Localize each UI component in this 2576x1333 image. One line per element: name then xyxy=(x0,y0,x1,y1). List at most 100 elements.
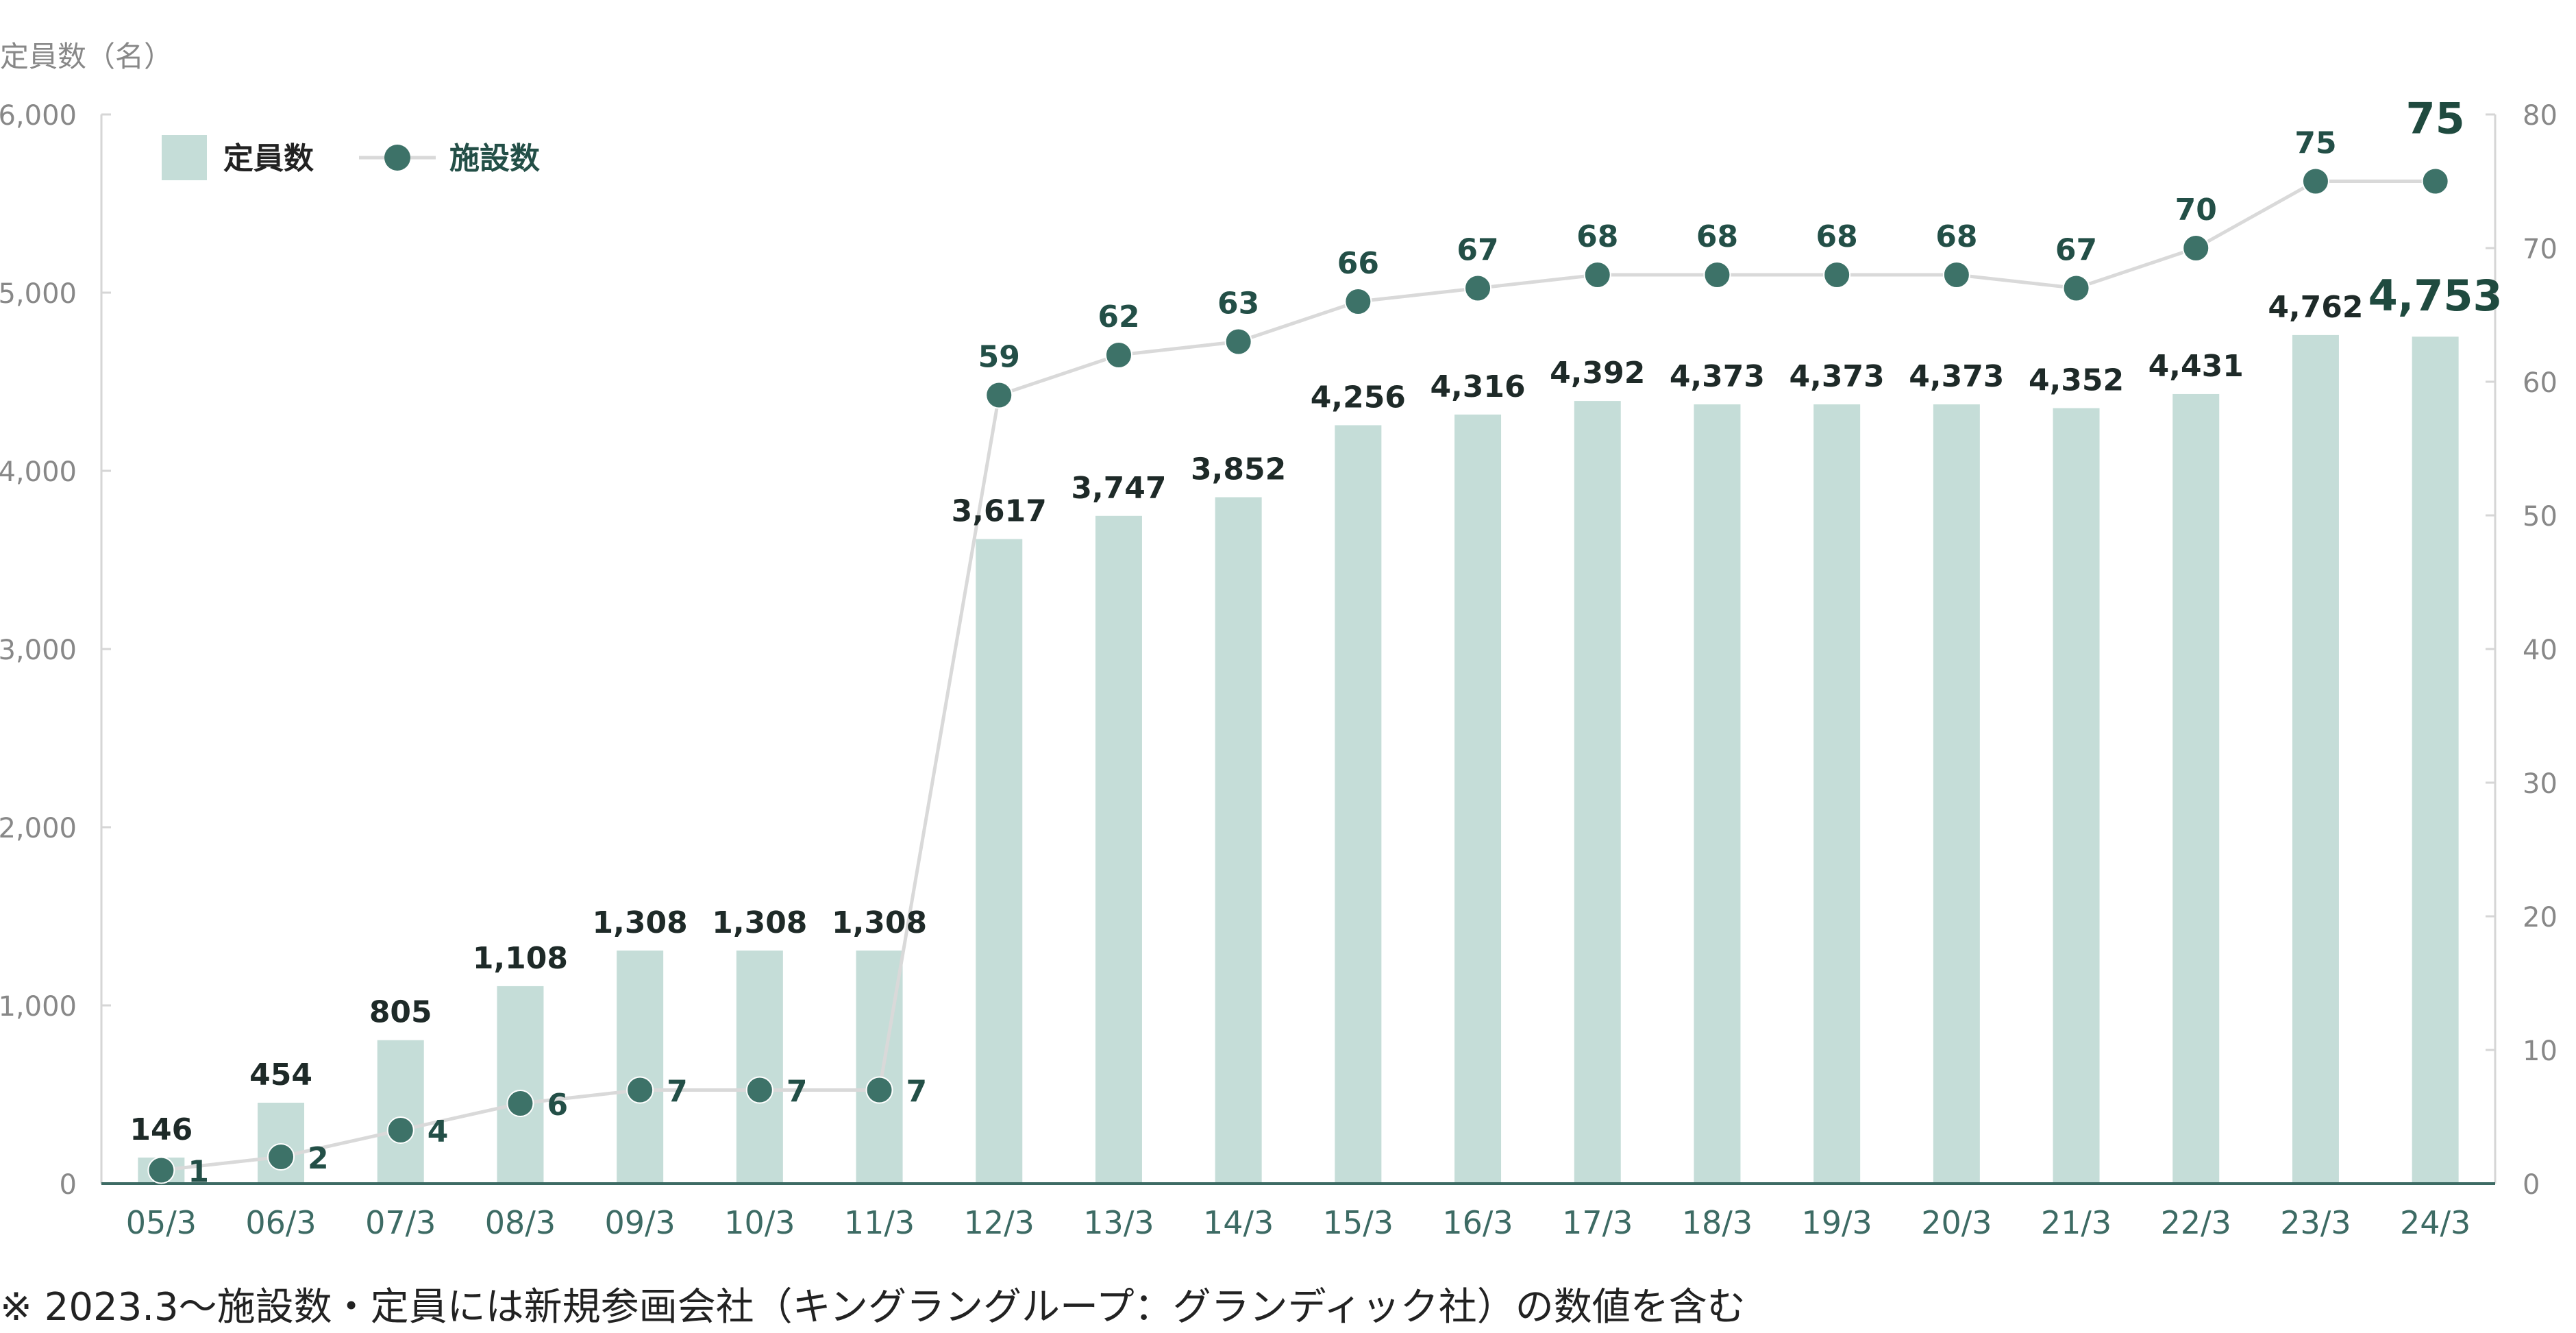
x-tick-label: 23/3 xyxy=(2280,1204,2351,1241)
line-point xyxy=(1703,261,1731,289)
bar-data-label: 1,308 xyxy=(593,905,688,940)
line-data-label: 67 xyxy=(1457,233,1498,268)
bar-data-label: 3,747 xyxy=(1071,471,1166,506)
y-tick-label: 1,000 xyxy=(0,991,77,1023)
line-point xyxy=(985,381,1013,409)
x-tick-label: 14/3 xyxy=(1203,1204,1274,1241)
bar xyxy=(976,539,1023,1184)
bar-data-label: 454 xyxy=(249,1057,312,1092)
bar xyxy=(1095,515,1142,1184)
line-data-label: 66 xyxy=(1337,246,1379,281)
bar xyxy=(2053,408,2100,1184)
x-tick-label: 24/3 xyxy=(2400,1204,2470,1241)
line-data-label: 68 xyxy=(1576,219,1618,254)
bar-data-label: 3,617 xyxy=(952,494,1047,529)
x-tick-label: 22/3 xyxy=(2161,1204,2231,1241)
line-point xyxy=(865,1076,893,1104)
line-data-label: 63 xyxy=(1217,286,1259,321)
line-point xyxy=(1344,288,1372,315)
line-point xyxy=(2062,274,2090,302)
line-point xyxy=(386,1116,414,1144)
line-point xyxy=(745,1076,773,1104)
line-data-label: 75 xyxy=(2406,94,2465,144)
bar-data-label: 4,256 xyxy=(1311,380,1406,415)
bar-data-label: 4,316 xyxy=(1430,369,1525,404)
y-tick-label: 4,000 xyxy=(0,456,77,488)
line-series-path xyxy=(161,180,2436,1172)
y-axis-title: 定員数（名） xyxy=(0,40,173,73)
y-tick-label: 0 xyxy=(60,1169,77,1201)
bar xyxy=(2292,334,2339,1184)
x-tick-label: 08/3 xyxy=(485,1204,556,1241)
line-point xyxy=(1942,261,1970,289)
line-data-label: 7 xyxy=(906,1075,928,1110)
x-tick-label: 05/3 xyxy=(126,1204,197,1241)
bar-data-label: 4,753 xyxy=(2368,271,2503,321)
bar xyxy=(1335,425,1382,1184)
bar xyxy=(856,950,903,1184)
x-tick-label: 15/3 xyxy=(1323,1204,1394,1241)
legend-bar-label: 定員数 xyxy=(223,141,314,176)
line-data-label: 67 xyxy=(2055,233,2097,268)
line-data-label: 2 xyxy=(308,1141,329,1176)
bar xyxy=(617,950,664,1184)
bar xyxy=(1694,404,1741,1184)
line-point xyxy=(1823,261,1851,289)
line-point xyxy=(147,1156,175,1184)
line-point xyxy=(2301,167,2329,195)
footnote: ※ 2023.3〜施設数・定員には新規参画会社（キングラングループ：グランディッ… xyxy=(0,1285,1746,1330)
line-point xyxy=(267,1143,295,1171)
line-data-label: 68 xyxy=(1816,219,1858,254)
line-point xyxy=(1224,328,1252,356)
y2-tick-label: 20 xyxy=(2523,902,2558,933)
bar-data-label: 3,852 xyxy=(1191,452,1286,487)
bar-data-label: 146 xyxy=(129,1112,193,1147)
line-point xyxy=(1583,261,1611,289)
line-data-label: 70 xyxy=(2175,193,2217,228)
bar-data-label: 4,373 xyxy=(1670,359,1765,394)
line-data-label: 1 xyxy=(188,1155,209,1190)
bar xyxy=(1454,414,1502,1184)
bar xyxy=(1215,497,1262,1184)
x-tick-label: 19/3 xyxy=(1801,1204,1872,1241)
bar-data-label: 805 xyxy=(369,995,432,1030)
y-tick-label: 5,000 xyxy=(0,278,77,310)
bar-data-label: 4,431 xyxy=(2148,349,2244,384)
y-tick-label: 3,000 xyxy=(0,635,77,666)
legend-bar-swatch xyxy=(162,135,207,180)
bar xyxy=(258,1102,305,1184)
x-tick-label: 09/3 xyxy=(604,1204,675,1241)
line-data-label: 68 xyxy=(1696,219,1738,254)
x-tick-label: 20/3 xyxy=(1921,1204,1992,1241)
y2-tick-label: 80 xyxy=(2523,100,2558,132)
x-tick-label: 11/3 xyxy=(844,1204,915,1241)
line-point xyxy=(2421,167,2449,195)
line-point xyxy=(2182,234,2210,262)
line-data-label: 7 xyxy=(667,1075,688,1110)
bar-data-label: 4,352 xyxy=(2029,363,2124,398)
x-tick-label: 18/3 xyxy=(1682,1204,1753,1241)
line-data-label: 68 xyxy=(1935,219,1977,254)
bar-data-label: 1,108 xyxy=(473,941,568,976)
bar xyxy=(377,1040,424,1184)
x-tick-label: 12/3 xyxy=(964,1204,1035,1241)
x-tick-label: 17/3 xyxy=(1562,1204,1633,1241)
bar xyxy=(1933,404,1980,1184)
y2-tick-label: 10 xyxy=(2523,1036,2558,1067)
x-tick-label: 21/3 xyxy=(2041,1204,2111,1241)
bar-data-label: 4,762 xyxy=(2268,290,2363,325)
x-tick-label: 16/3 xyxy=(1442,1204,1513,1241)
bar-data-label: 4,392 xyxy=(1550,356,1645,391)
bar xyxy=(497,986,544,1184)
x-tick-label: 13/3 xyxy=(1083,1204,1154,1241)
legend-line-marker xyxy=(384,145,410,171)
line-data-label: 62 xyxy=(1098,299,1139,334)
line-point xyxy=(1104,341,1132,369)
x-tick-label: 07/3 xyxy=(365,1204,436,1241)
bar xyxy=(1574,401,1621,1184)
line-data-label: 4 xyxy=(428,1114,449,1149)
line-data-label: 75 xyxy=(2294,126,2336,161)
y2-tick-label: 60 xyxy=(2523,367,2558,399)
bar-data-label: 4,373 xyxy=(1789,359,1885,394)
